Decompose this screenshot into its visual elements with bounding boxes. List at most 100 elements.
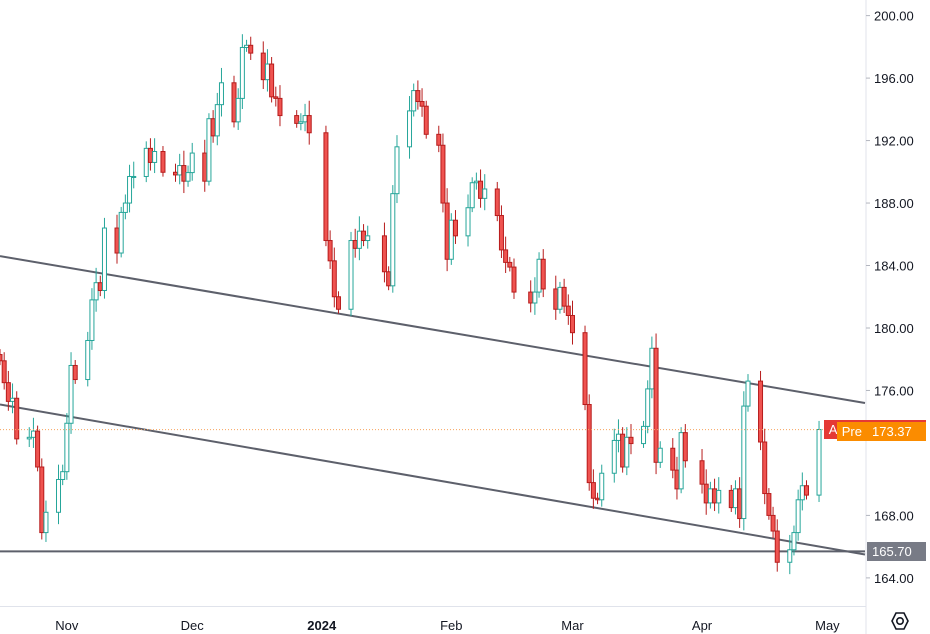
- candle-body: [536, 258, 542, 293]
- candle-body: [302, 115, 308, 123]
- candle-body: [390, 193, 396, 287]
- candles-layer: [0, 34, 822, 575]
- candle-body: [260, 52, 266, 81]
- candle-body: [469, 182, 475, 209]
- candle-body: [816, 429, 822, 496]
- candle-body: [35, 430, 41, 468]
- candle-body: [770, 514, 776, 532]
- candle-body: [231, 82, 237, 123]
- price-tick-label: 200.00: [874, 9, 914, 24]
- badge-value-support: 165.70: [867, 541, 926, 561]
- candle-body: [503, 249, 509, 263]
- price-tick-label: 164.00: [874, 571, 914, 586]
- badge-name-pre: Pre: [836, 422, 867, 442]
- candle-body: [394, 146, 400, 195]
- candle-body: [407, 110, 413, 148]
- candle-body: [72, 364, 78, 381]
- price-tick-label: 176.00: [874, 383, 914, 398]
- candle-body: [235, 97, 241, 123]
- candle-body: [298, 121, 304, 124]
- candle-body: [160, 151, 166, 173]
- candle-body: [60, 471, 66, 480]
- candle-body: [599, 472, 605, 501]
- candle-body: [498, 215, 504, 251]
- candle-body: [478, 180, 484, 199]
- candle-body: [43, 511, 49, 534]
- candle-body: [678, 432, 684, 490]
- candle-body: [762, 441, 768, 495]
- candle-body: [10, 397, 16, 402]
- candle-body: [381, 235, 387, 273]
- candle-body: [758, 380, 764, 443]
- candle-body: [444, 202, 450, 260]
- candle-body: [716, 489, 722, 504]
- candle-body: [206, 118, 212, 182]
- candle-body: [335, 296, 341, 310]
- candle-body: [210, 118, 216, 137]
- time-tick-label: May: [815, 618, 840, 633]
- candle-body: [741, 405, 747, 520]
- candle-body: [590, 482, 596, 499]
- candle-body: [553, 288, 559, 310]
- candle-body: [423, 105, 429, 135]
- candle-body: [185, 172, 191, 182]
- candle-body: [277, 97, 283, 117]
- candle-body: [628, 436, 634, 445]
- candle-body: [248, 44, 254, 54]
- candle-body: [803, 485, 809, 496]
- candle-body: [348, 240, 354, 310]
- candle-body: [511, 266, 517, 293]
- candle-body: [331, 260, 337, 298]
- candle-body: [173, 171, 179, 176]
- candle-body: [528, 291, 534, 304]
- candle-body: [473, 180, 479, 184]
- chart-settings-button[interactable]: [880, 608, 920, 634]
- candle-body: [703, 483, 709, 504]
- candle-body: [356, 230, 362, 249]
- candle-body: [39, 466, 45, 534]
- candle-body: [732, 488, 738, 509]
- candle-body: [586, 404, 592, 484]
- candle-body: [56, 478, 62, 513]
- candle-body: [582, 332, 588, 406]
- candle-body: [540, 258, 546, 290]
- candle-body: [645, 388, 651, 427]
- candle-body: [273, 96, 279, 99]
- price-tick-label: 168.00: [874, 508, 914, 523]
- candle-body: [737, 488, 743, 520]
- candle-body: [465, 207, 471, 237]
- candle-body: [323, 132, 329, 242]
- time-tick-label: 2024: [307, 618, 337, 633]
- candle-body: [561, 286, 567, 307]
- candle-body: [143, 147, 149, 177]
- badge-value-pre: 173.37: [867, 422, 926, 442]
- candle-body: [365, 235, 371, 242]
- candle-body: [214, 104, 220, 137]
- candle-body: [5, 382, 11, 402]
- candle-body: [611, 439, 617, 474]
- candle-body: [419, 101, 425, 107]
- candle-body: [745, 380, 751, 407]
- trendline-lower-channel: [0, 403, 866, 556]
- candle-body: [565, 305, 571, 316]
- candle-body: [152, 151, 158, 163]
- candle-body: [494, 188, 500, 217]
- candle-body: [440, 144, 446, 204]
- candle-body: [269, 63, 275, 98]
- candle-body: [766, 493, 772, 516]
- candle-body: [728, 489, 734, 509]
- price-tick-label: 180.00: [874, 321, 914, 336]
- candle-body: [682, 432, 688, 462]
- candle-body: [361, 230, 367, 242]
- candle-body: [649, 347, 655, 390]
- candle-body: [239, 46, 245, 99]
- candle-body: [641, 425, 647, 445]
- candle-body: [352, 240, 358, 249]
- candle-body: [699, 460, 705, 485]
- candle-body: [26, 436, 32, 440]
- candle-body: [177, 165, 183, 176]
- candle-body: [218, 82, 224, 106]
